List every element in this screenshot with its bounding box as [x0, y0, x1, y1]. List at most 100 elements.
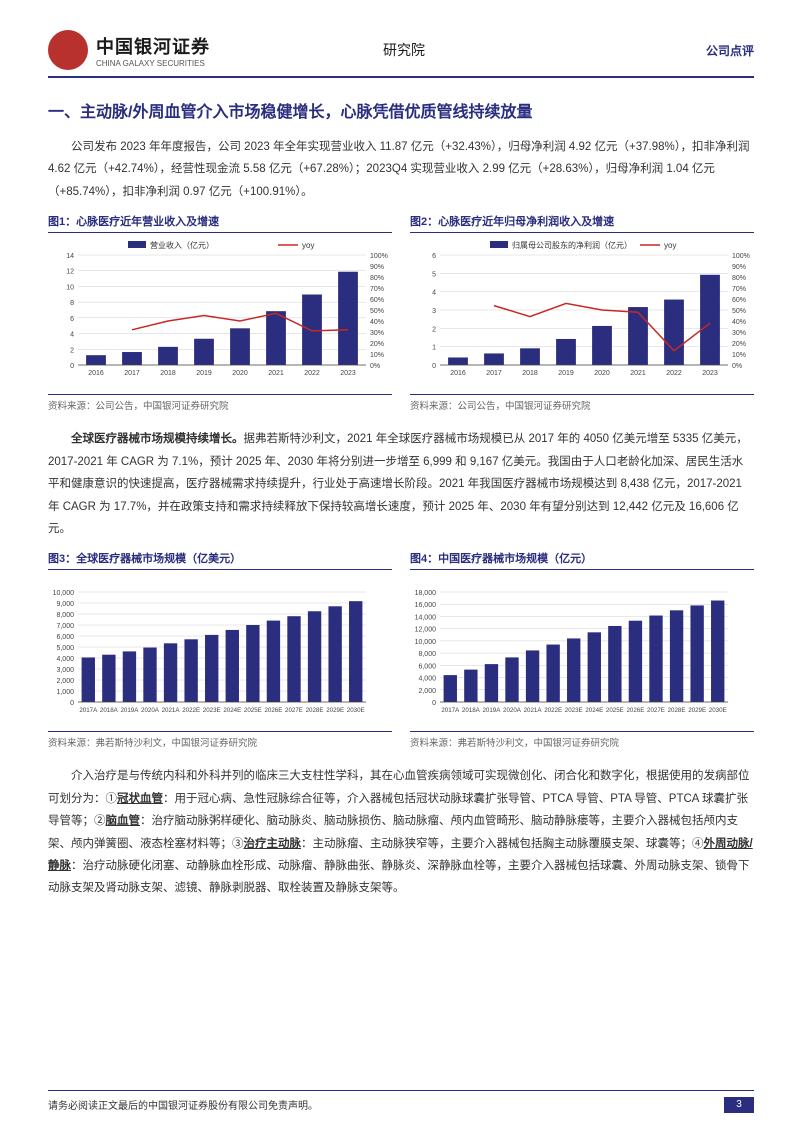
svg-text:2020A: 2020A	[503, 707, 522, 714]
svg-text:18,000: 18,000	[415, 590, 437, 597]
svg-text:4,000: 4,000	[418, 676, 436, 683]
svg-text:yoy: yoy	[302, 241, 314, 250]
chart3-source: 资料来源：弗若斯特沙利文，中国银河证券研究院	[48, 731, 392, 749]
para-global-market: 全球医疗器械市场规模持续增长。据弗若斯特沙利文，2021 年全球医疗器械市场规模…	[48, 428, 754, 540]
footer-disclaimer: 请务必阅读正文最后的中国银河证券股份有限公司免责声明。	[48, 1097, 318, 1113]
svg-text:2,000: 2,000	[418, 688, 436, 695]
svg-text:0: 0	[70, 700, 74, 707]
svg-text:2020A: 2020A	[141, 707, 160, 714]
chart-row-1: 图1：心脉医疗近年营业收入及增速 024681012140%10%20%30%4…	[48, 213, 754, 422]
svg-text:8,000: 8,000	[56, 612, 74, 619]
svg-text:40%: 40%	[732, 319, 746, 326]
svg-text:1,000: 1,000	[56, 689, 74, 696]
svg-text:2028E: 2028E	[668, 707, 686, 714]
svg-text:2021A: 2021A	[162, 707, 181, 714]
svg-text:14: 14	[66, 253, 74, 260]
page-footer: 请务必阅读正文最后的中国银河证券股份有限公司免责声明。 3	[48, 1090, 754, 1113]
svg-text:3,000: 3,000	[56, 667, 74, 674]
svg-text:4,000: 4,000	[56, 656, 74, 663]
svg-text:2019A: 2019A	[120, 707, 139, 714]
svg-text:8: 8	[70, 300, 74, 307]
svg-text:2027E: 2027E	[285, 707, 303, 714]
svg-text:2020: 2020	[232, 370, 248, 377]
chart1: 024681012140%10%20%30%40%50%60%70%80%90%…	[48, 237, 392, 392]
chart4-title: 图4：中国医疗器械市场规模（亿元）	[410, 550, 754, 570]
section-heading: 一、主动脉/外周血管介入市场稳健增长，心脉凭借优质管线持续放量	[48, 98, 754, 122]
svg-text:0: 0	[432, 700, 436, 707]
chart1-title: 图1：心脉医疗近年营业收入及增速	[48, 213, 392, 233]
svg-text:10: 10	[66, 285, 74, 292]
svg-text:2017: 2017	[124, 370, 140, 377]
chart2-title: 图2：心脉医疗近年归母净利润收入及增速	[410, 213, 754, 233]
para-summary: 公司发布 2023 年年度报告，公司 2023 年全年实现营业收入 11.87 …	[48, 136, 754, 203]
chart2: 01234560%10%20%30%40%50%60%70%80%90%100%…	[410, 237, 754, 392]
svg-text:2023: 2023	[702, 370, 718, 377]
svg-text:yoy: yoy	[664, 241, 676, 250]
chart-row-2: 图3：全球医疗器械市场规模（亿美元） 01,0002,0003,0004,000…	[48, 550, 754, 759]
svg-text:2017A: 2017A	[441, 707, 460, 714]
svg-text:14,000: 14,000	[415, 615, 437, 622]
svg-text:10%: 10%	[732, 352, 746, 359]
svg-text:2018A: 2018A	[100, 707, 119, 714]
svg-text:20%: 20%	[732, 341, 746, 348]
svg-text:2030E: 2030E	[709, 707, 727, 714]
brand-name-zh: 中国银河证券	[96, 33, 377, 59]
svg-text:2029E: 2029E	[326, 707, 344, 714]
svg-text:50%: 50%	[370, 308, 384, 315]
svg-text:9,000: 9,000	[56, 601, 74, 608]
svg-text:0%: 0%	[732, 363, 742, 370]
svg-text:2019: 2019	[196, 370, 212, 377]
svg-text:0: 0	[70, 363, 74, 370]
svg-text:0: 0	[432, 363, 436, 370]
svg-text:2029E: 2029E	[688, 707, 706, 714]
svg-text:2021: 2021	[630, 370, 646, 377]
para-intervention-types: 介入治疗是与传统内科和外科并列的临床三大支柱性学科，其在心血管疾病领域可实现微创…	[48, 765, 754, 900]
svg-text:2020: 2020	[594, 370, 610, 377]
brand-name-en: CHINA GALAXY SECURITIES	[96, 59, 377, 68]
chart3: 01,0002,0003,0004,0005,0006,0007,0008,00…	[48, 574, 392, 729]
svg-text:70%: 70%	[732, 286, 746, 293]
svg-text:6,000: 6,000	[56, 634, 74, 641]
division-label: 研究院	[383, 40, 425, 60]
svg-text:16,000: 16,000	[415, 603, 437, 610]
svg-text:4: 4	[70, 332, 74, 339]
svg-text:6: 6	[70, 316, 74, 323]
svg-text:30%: 30%	[370, 330, 384, 337]
svg-text:2,000: 2,000	[56, 678, 74, 685]
svg-text:2019A: 2019A	[482, 707, 501, 714]
svg-text:100%: 100%	[370, 253, 388, 260]
svg-text:12,000: 12,000	[415, 627, 437, 634]
svg-text:2021: 2021	[268, 370, 284, 377]
chart2-source: 资料来源：公司公告，中国银河证券研究院	[410, 394, 754, 412]
svg-text:2021A: 2021A	[524, 707, 543, 714]
svg-text:70%: 70%	[370, 286, 384, 293]
logo-icon	[48, 30, 88, 70]
svg-text:30%: 30%	[732, 330, 746, 337]
svg-text:2: 2	[70, 348, 74, 355]
svg-text:0%: 0%	[370, 363, 380, 370]
svg-text:1: 1	[432, 345, 436, 352]
svg-text:2016: 2016	[88, 370, 104, 377]
svg-text:2030E: 2030E	[347, 707, 365, 714]
svg-text:2022E: 2022E	[182, 707, 200, 714]
svg-text:2026E: 2026E	[264, 707, 282, 714]
svg-text:2023: 2023	[340, 370, 356, 377]
svg-text:2017: 2017	[486, 370, 502, 377]
svg-text:7,000: 7,000	[56, 623, 74, 630]
svg-text:2018: 2018	[522, 370, 538, 377]
svg-text:6,000: 6,000	[418, 664, 436, 671]
svg-text:2022: 2022	[666, 370, 682, 377]
svg-text:2027E: 2027E	[647, 707, 665, 714]
svg-text:2: 2	[432, 327, 436, 334]
svg-text:100%: 100%	[732, 253, 750, 260]
chart4-source: 资料来源：弗若斯特沙利文，中国银河证券研究院	[410, 731, 754, 749]
svg-text:2018A: 2018A	[462, 707, 481, 714]
svg-text:10,000: 10,000	[53, 590, 75, 597]
svg-text:营业收入（亿元）: 营业收入（亿元）	[150, 240, 214, 250]
chart1-source: 资料来源：公司公告，中国银河证券研究院	[48, 394, 392, 412]
svg-text:2023E: 2023E	[203, 707, 221, 714]
svg-text:12: 12	[66, 269, 74, 276]
svg-text:20%: 20%	[370, 341, 384, 348]
svg-text:2018: 2018	[160, 370, 176, 377]
page-header: 中国银河证券 CHINA GALAXY SECURITIES 研究院 公司点评	[48, 30, 754, 78]
